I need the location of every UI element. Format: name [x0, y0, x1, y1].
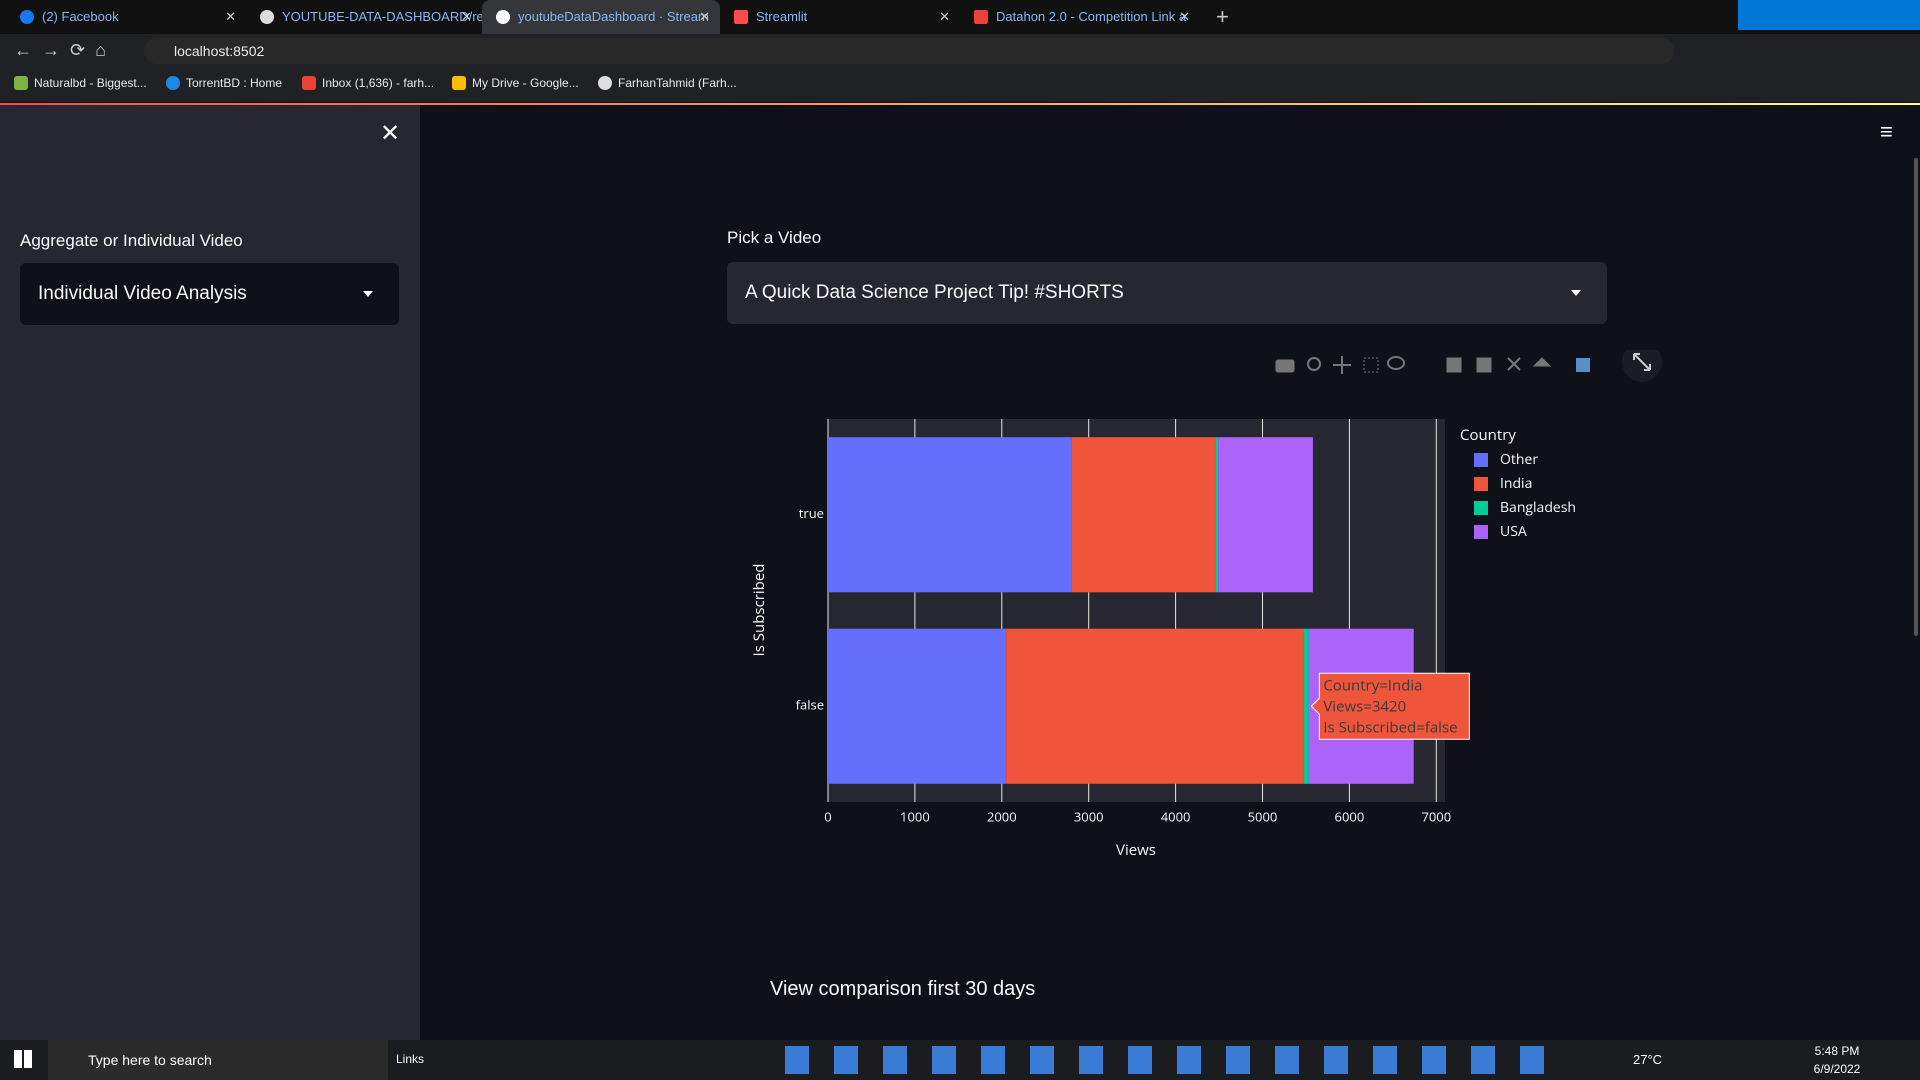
- tab-title: YOUTUBE-DATA-DASHBOARD/re: [282, 9, 482, 24]
- bar-segment: [1071, 437, 1216, 593]
- temperature: 27°C: [1633, 1052, 1663, 1067]
- close-sidebar[interactable]: ✕: [380, 120, 401, 147]
- legend-title: Country: [1460, 425, 1516, 445]
- tab-title: Streamlit: [756, 9, 808, 24]
- x-tick-label: 4000: [1161, 807, 1191, 825]
- tab-title: youtubeDataDashboard · Stream: [518, 9, 709, 24]
- bar-segment: [828, 437, 1072, 593]
- x-tick-label: 0: [824, 807, 831, 825]
- x-axis-title: Views: [1116, 840, 1156, 860]
- bookmark[interactable]: Naturalbd - Biggest...: [14, 76, 147, 90]
- legend-label: Other: [1500, 450, 1538, 469]
- bookmark[interactable]: FarhanTahmid (Farh...: [598, 76, 737, 90]
- legend-swatch: [1474, 477, 1488, 491]
- search-placeholder: Type here to search: [88, 1052, 212, 1068]
- pinned-apps[interactable]: [785, 1046, 1555, 1074]
- x-tick-label: 5000: [1248, 807, 1278, 825]
- tab-title: (2) Facebook: [42, 9, 119, 24]
- tab[interactable]: Datahon 2.0 - Competition Link a ✕: [960, 0, 1200, 34]
- bookmark[interactable]: TorrentBD : Home: [166, 76, 282, 90]
- bar-segment: [1215, 437, 1219, 593]
- clock-time: 5:48 PM: [1814, 1044, 1860, 1058]
- bar-segment: [1218, 437, 1313, 593]
- legend-swatch: [1474, 501, 1488, 515]
- x-tick-label: 6000: [1335, 807, 1365, 825]
- tab[interactable]: (2) Facebook ✕: [6, 0, 246, 34]
- select-value: A Quick Data Science Project Tip! #SHORT…: [745, 282, 1124, 303]
- legend-swatch: [1474, 453, 1488, 467]
- window-controls[interactable]: [1738, 0, 1920, 30]
- select-value: Individual Video Analysis: [38, 283, 247, 304]
- modebar-buttons[interactable]: [1275, 350, 1662, 382]
- tab[interactable]: youtubeDataDashboard · Stream ✕: [482, 0, 720, 34]
- tab[interactable]: YOUTUBE-DATA-DASHBOARD/re ✕: [246, 0, 482, 34]
- select-box[interactable]: A Quick Data Science Project Tip! #SHORT…: [727, 262, 1607, 324]
- taskbar: Type here to search Links 27°C 5:48 PM 6…: [0, 1040, 1920, 1080]
- legend-label: India: [1500, 474, 1532, 493]
- legend-label: USA: [1500, 522, 1527, 541]
- y-axis-title: Is Subscribed: [749, 564, 769, 657]
- x-tick-label: 1000: [900, 807, 930, 825]
- modebar: [1275, 350, 1662, 382]
- bar-segment: [828, 628, 1007, 784]
- search-box[interactable]: [48, 1040, 388, 1080]
- decoration-bar: [0, 103, 1920, 105]
- legend-swatch: [1474, 525, 1488, 539]
- y-tick-label: true: [799, 504, 824, 522]
- menu-button[interactable]: ≡: [1880, 119, 1893, 144]
- bar-segment: [1303, 628, 1309, 784]
- bookmark[interactable]: My Drive - Google...: [452, 76, 579, 90]
- widget-label: Aggregate or Individual Video: [20, 231, 243, 250]
- legend-label: Bangladesh: [1500, 498, 1576, 517]
- hover-text: Is Subscribed=false: [1323, 717, 1457, 737]
- start-button[interactable]: [14, 1050, 32, 1068]
- nav-buttons[interactable]: ← → ⟳ ⌂: [14, 40, 106, 60]
- scrollbar: [1914, 158, 1918, 636]
- y-tick-label: false: [796, 696, 824, 714]
- new-tab[interactable]: +: [1216, 4, 1229, 29]
- tab-title: Datahon 2.0 - Competition Link a: [996, 9, 1187, 24]
- tab-strip: (2) Facebook ✕ YOUTUBE-DATA-DASHBOARD/re ✕…: [0, 0, 1920, 34]
- bar-segment: [1006, 628, 1304, 784]
- x-tick-label: 2000: [987, 807, 1017, 825]
- sidebar: ✕ Aggregate or Individual Video Individu…: [0, 105, 420, 1040]
- bookmark-label: TorrentBD : Home: [186, 76, 283, 90]
- bookmark-label: Inbox (1,636) - farh...: [322, 76, 435, 90]
- x-tick-label: 3000: [1074, 807, 1104, 825]
- hover-text: Views=3420: [1323, 696, 1406, 716]
- clock-date: 6/9/2022: [1813, 1062, 1861, 1076]
- address-bar[interactable]: localhost:8502: [144, 38, 1674, 64]
- bookmark-label: My Drive - Google...: [472, 76, 579, 90]
- section-title: View comparison first 30 days: [770, 978, 1036, 1000]
- chart: Is Subscribed Views Country 0 1000 2000 300…: [749, 419, 1576, 860]
- bookmark-label: Naturalbd - Biggest...: [34, 76, 147, 90]
- url: localhost:8502: [174, 43, 265, 59]
- toolbar-label: Links: [396, 1052, 425, 1066]
- bookmark[interactable]: Inbox (1,636) - farh...: [302, 76, 434, 90]
- bookmarks-bar: [0, 68, 1920, 102]
- tab[interactable]: Streamlit ✕: [720, 0, 960, 34]
- hover-box: [1310, 672, 1470, 740]
- widget-label: Pick a Video: [727, 228, 822, 247]
- x-tick-label: 7000: [1421, 807, 1451, 825]
- bookmark-label: FarhanTahmid (Farh...: [618, 76, 737, 90]
- select-box[interactable]: Individual Video Analysis: [20, 263, 399, 325]
- hover-text: Country=India: [1323, 675, 1422, 695]
